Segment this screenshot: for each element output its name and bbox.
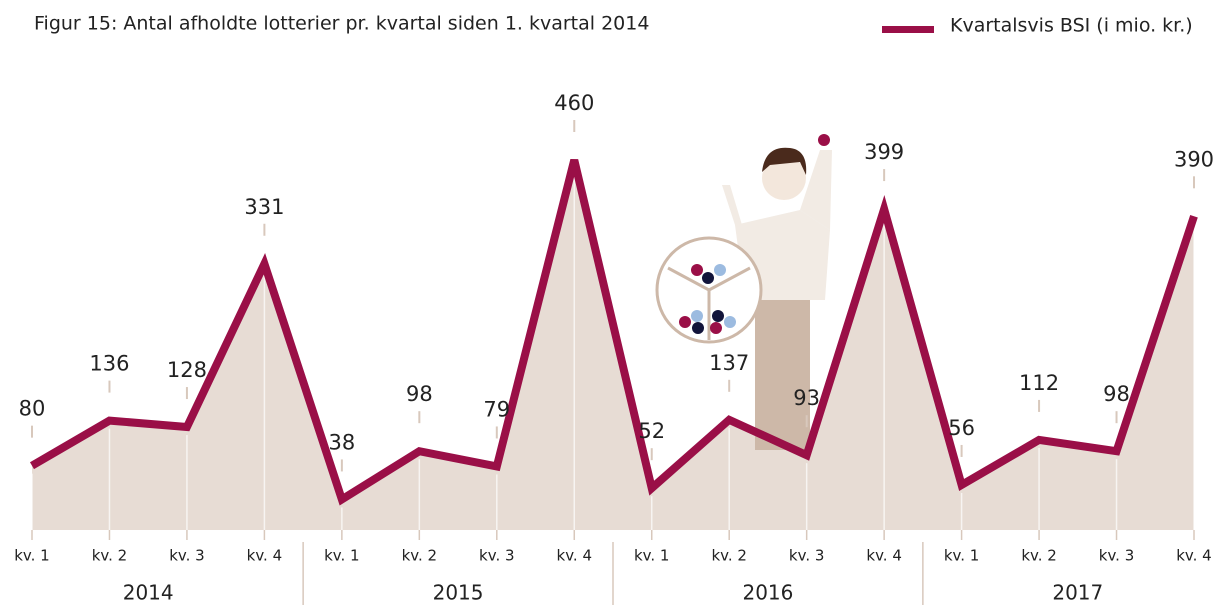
x-tick-label: kv. 2 [402, 547, 437, 565]
value-label: 93 [793, 386, 820, 410]
x-tick-label: kv. 1 [944, 547, 979, 565]
value-label: 79 [483, 397, 510, 421]
x-tick-label: kv. 1 [14, 547, 49, 565]
x-tick-label: kv. 1 [634, 547, 669, 565]
value-label: 390 [1174, 147, 1213, 171]
value-label: 136 [89, 352, 129, 376]
value-label: 137 [709, 351, 749, 375]
value-label: 80 [19, 397, 46, 421]
x-tick-label: kv. 4 [247, 547, 282, 565]
value-label: 128 [167, 358, 207, 382]
legend-label: Kvartalsvis BSI (i mio. kr.) [950, 15, 1193, 37]
value-label: 56 [948, 416, 975, 440]
value-label: 460 [554, 91, 594, 115]
x-tick-label: kv. 1 [324, 547, 359, 565]
x-tick-label: kv. 4 [1176, 547, 1211, 565]
x-tick-label: kv. 3 [1099, 547, 1134, 565]
x-tick-label: kv. 2 [1021, 547, 1056, 565]
x-tick-label: kv. 3 [789, 547, 824, 565]
group-label: 2014 [123, 581, 174, 605]
line [29, 159, 1198, 506]
value-label: 331 [244, 195, 284, 219]
value-label: 38 [328, 430, 355, 454]
x-tick-label: kv. 3 [479, 547, 514, 565]
value-label: 98 [406, 382, 433, 406]
group-label: 2015 [433, 581, 484, 605]
chart-title: Figur 15: Antal afholdte lotterier pr. k… [34, 13, 649, 35]
illustration [655, 134, 832, 450]
x-tick-label: kv. 4 [557, 547, 592, 565]
group-label: 2017 [1052, 581, 1103, 605]
x-tick-label: kv. 4 [866, 547, 901, 565]
value-label: 98 [1103, 382, 1130, 406]
area [32, 160, 1194, 530]
x-tick-label: kv. 3 [169, 547, 204, 565]
legend-swatch [882, 26, 934, 33]
value-label: 112 [1019, 371, 1059, 395]
value-label: 399 [864, 140, 904, 164]
value-label: 52 [638, 419, 665, 443]
x-tick-label: kv. 2 [92, 547, 127, 565]
group-label: 2016 [742, 581, 793, 605]
x-tick-label: kv. 2 [711, 547, 746, 565]
